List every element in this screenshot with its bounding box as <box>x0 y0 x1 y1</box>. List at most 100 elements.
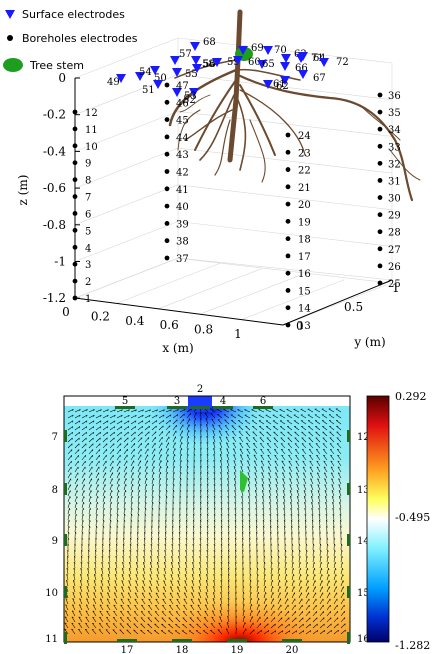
current-vector-head <box>152 483 155 486</box>
current-vector <box>109 443 115 449</box>
current-vector-head <box>309 454 312 457</box>
current-vector-head <box>234 495 237 498</box>
current-vector-head <box>186 483 189 486</box>
current-vector <box>179 526 181 533</box>
borehole-electrode <box>377 280 383 286</box>
current-vector <box>284 586 288 593</box>
current-vector-head <box>164 555 166 558</box>
current-vector-head <box>186 525 188 528</box>
current-vector <box>287 443 293 449</box>
current-vector <box>74 502 77 509</box>
current-vector-head <box>200 465 202 468</box>
current-vector <box>165 414 172 419</box>
current-vector <box>200 412 202 419</box>
current-vector <box>175 624 181 629</box>
current-vector-head <box>173 483 175 486</box>
current-vector <box>305 556 308 563</box>
current-vector <box>337 466 342 473</box>
current-vector <box>137 409 144 413</box>
current-vector <box>213 514 216 521</box>
current-vector <box>107 586 111 593</box>
current-vector <box>249 610 253 617</box>
current-vector-head <box>157 549 160 552</box>
current-vector-head <box>163 586 165 588</box>
current-vector <box>151 472 154 479</box>
current-vector-head <box>148 592 151 594</box>
current-vector <box>192 526 195 533</box>
current-vector-head <box>277 531 279 534</box>
current-vector-head <box>339 507 342 510</box>
borehole-electrode <box>377 109 383 115</box>
current-vector <box>217 419 223 425</box>
current-vector-head <box>131 507 133 510</box>
current-vector <box>266 443 272 449</box>
current-vector <box>227 532 230 539</box>
surface-electrode <box>257 60 267 69</box>
current-vector <box>165 442 169 449</box>
current-vector <box>276 502 279 509</box>
current-vector <box>326 574 330 581</box>
current-vector-head <box>139 478 141 481</box>
current-vector-head <box>74 549 76 552</box>
current-vector <box>332 508 335 515</box>
current-vector <box>172 454 175 461</box>
current-vector-head <box>66 580 68 582</box>
current-vector-head <box>248 519 251 522</box>
current-vector <box>281 460 286 467</box>
electrode-mark <box>64 586 67 598</box>
current-vector <box>206 526 209 533</box>
current-vector-head <box>243 609 245 612</box>
current-vector-head <box>169 592 172 594</box>
current-vector <box>280 443 286 449</box>
current-vector <box>156 562 160 569</box>
current-vector <box>277 617 283 623</box>
current-vector <box>283 502 286 509</box>
current-vector <box>205 592 209 599</box>
current-vector <box>144 437 150 443</box>
current-vector-head <box>285 561 287 564</box>
current-vector <box>281 454 286 461</box>
current-vector-head <box>151 507 154 510</box>
borehole-electrode-label: 35 <box>388 108 401 119</box>
current-vector-head <box>199 555 202 558</box>
z-tick-label: -1 <box>54 255 66 269</box>
current-vector <box>165 526 167 533</box>
current-vector <box>237 414 244 419</box>
current-vector-head <box>311 496 313 498</box>
current-vector <box>65 610 69 617</box>
current-vector-head <box>170 574 173 576</box>
current-vector-head <box>149 409 151 412</box>
current-vector <box>123 448 128 455</box>
current-vector-head <box>72 420 74 423</box>
current-vector <box>151 532 153 539</box>
current-vector-head <box>306 549 308 552</box>
current-vector-head <box>207 477 209 480</box>
current-vector <box>256 586 259 593</box>
current-vector <box>324 496 328 503</box>
surface-electrode-label: 54 <box>139 67 152 78</box>
current-vector <box>266 431 272 437</box>
current-vector-head <box>282 484 285 486</box>
colorbar-mid-label: -0.495 <box>395 511 430 524</box>
current-vector-head <box>178 549 181 552</box>
current-vector <box>227 496 230 503</box>
current-vector <box>95 431 101 437</box>
current-vector <box>199 562 202 569</box>
current-vector <box>109 454 114 461</box>
current-vector <box>220 556 223 563</box>
current-vector <box>129 544 132 551</box>
current-vector <box>263 568 265 575</box>
current-vector <box>122 556 125 563</box>
current-vector <box>141 605 146 611</box>
current-vector-head <box>220 513 223 516</box>
current-vector-head <box>72 414 74 417</box>
current-vector-head <box>79 604 81 606</box>
current-vector-head <box>192 525 195 528</box>
current-vector <box>116 431 122 437</box>
current-vector-head <box>200 435 202 438</box>
current-vector <box>227 580 230 587</box>
current-vector <box>283 520 286 527</box>
current-vector-head <box>120 604 123 606</box>
current-vector-head <box>261 478 264 480</box>
current-vector-head <box>339 496 341 498</box>
